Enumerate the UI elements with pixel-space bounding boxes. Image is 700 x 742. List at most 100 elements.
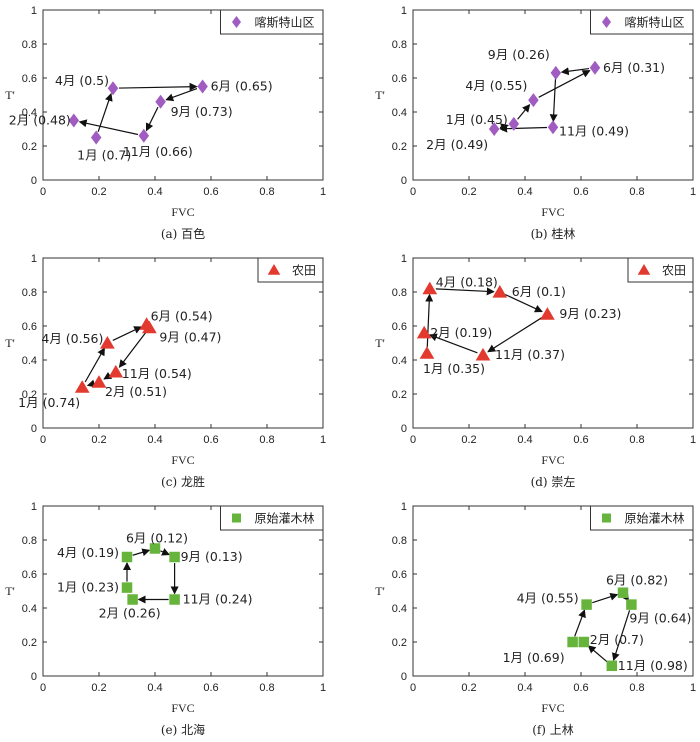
point-label: 6月 (0.1) [512, 284, 566, 299]
y-tick-label: 0.4 [392, 603, 407, 615]
panel-caption: (a) 百色 [161, 227, 205, 241]
data-point [108, 364, 124, 378]
y-tick-label: 0.6 [392, 73, 407, 85]
point-label: 4月 (0.55) [465, 78, 527, 93]
y-tick-label: 0.6 [22, 569, 37, 581]
y-tick-label: 0.6 [22, 73, 37, 85]
point-label: 6月 (0.65) [211, 79, 273, 94]
transition-arrow [517, 103, 531, 120]
x-tick-label: 0.2 [91, 186, 106, 198]
point-label: 2月 (0.51) [105, 384, 167, 399]
x-tick-label: 0.4 [147, 186, 162, 198]
legend-marker [267, 264, 281, 275]
data-point [90, 130, 102, 145]
data-point [508, 116, 520, 131]
legend: 农田 [627, 257, 694, 283]
point-label: 2月 (0.7) [590, 632, 644, 647]
transition-arrow [560, 67, 590, 76]
legend-marker [602, 16, 611, 28]
panel-4: 0 0.2 0.4 0.6 0.8 1 0 0.2 0.4 0.6 0.8 1 FVC T' (e) 北海 原… [5, 501, 326, 737]
data-point [121, 582, 133, 593]
y-axis-label: T' [5, 88, 15, 102]
panel-caption: (b) 桂林 [531, 226, 576, 241]
x-tick-label: 0.8 [629, 434, 644, 446]
x-tick-label: 0.4 [517, 434, 532, 446]
transition-arrow [538, 70, 591, 98]
panel-1: 0 0.2 0.4 0.6 0.8 1 0 0.2 0.4 0.6 0.8 1 FVC T' (b) 桂林 喀… [375, 5, 696, 241]
x-tick-label: 0 [410, 186, 416, 198]
y-tick-label: 0 [31, 671, 37, 683]
legend-label: 农田 [662, 264, 686, 278]
x-axis-label: FVC [541, 453, 564, 467]
x-tick-label: 0.4 [517, 186, 532, 198]
legend-box [627, 257, 694, 283]
data-point [416, 325, 432, 339]
transition-arrow [592, 592, 619, 604]
point-label: 4月 (0.56) [41, 331, 103, 346]
panel-2: 0 0.2 0.4 0.6 0.8 1 0 0.2 0.4 0.6 0.8 1 FVC T' (c) 龙胜 农… [5, 253, 326, 489]
y-tick-label: 1 [31, 5, 37, 17]
y-tick-label: 0.4 [22, 603, 37, 615]
y-tick-label: 0 [401, 423, 407, 435]
transition-arrow [118, 82, 198, 91]
x-tick-label: 0 [40, 682, 46, 694]
y-tick-label: 0.4 [22, 107, 37, 119]
legend: 农田 [257, 257, 324, 283]
data-point [127, 594, 138, 605]
transition-arrow [118, 332, 147, 368]
x-tick-label: 0.6 [573, 682, 588, 694]
x-tick-label: 0.4 [517, 682, 532, 694]
y-tick-label: 0 [401, 671, 407, 683]
x-tick-label: 0.6 [573, 186, 588, 198]
point-label: 2月 (0.49) [426, 137, 488, 152]
x-tick-label: 1 [320, 682, 326, 694]
data-point [550, 65, 562, 80]
y-tick-label: 1 [401, 5, 407, 17]
point-label: 4月 (0.18) [436, 275, 498, 290]
data-point [589, 60, 601, 75]
y-tick-label: 1 [401, 253, 407, 265]
data-point [197, 79, 208, 94]
data-point [68, 113, 80, 128]
legend-marker [232, 16, 241, 28]
x-axis-label: FVC [541, 701, 564, 715]
legend-marker [232, 513, 241, 523]
y-tick-label: 0.6 [392, 569, 407, 581]
x-tick-label: 0.8 [259, 186, 274, 198]
x-tick-label: 0.2 [461, 186, 476, 198]
x-tick-label: 0.6 [203, 434, 218, 446]
y-tick-label: 0.2 [392, 637, 407, 649]
data-point [547, 120, 559, 135]
y-tick-label: 0.2 [22, 637, 37, 649]
x-tick-label: 0.8 [259, 434, 274, 446]
point-label: 4月 (0.19) [57, 545, 119, 560]
point-label: 11月 (0.37) [495, 347, 565, 362]
legend-marker [637, 264, 651, 275]
y-axis-label: T' [375, 584, 385, 598]
plot-frame [42, 9, 324, 181]
point-label: 11月 (0.24) [183, 592, 253, 607]
transition-arrow [504, 293, 543, 313]
y-axis-label: T' [375, 88, 385, 102]
point-label: 9月 (0.47) [159, 330, 221, 345]
y-tick-label: 0.6 [392, 321, 407, 333]
data-point [107, 81, 119, 96]
data-point [100, 336, 115, 349]
point-label: 9月 (0.23) [559, 306, 621, 321]
panel-3: 0 0.2 0.4 0.6 0.8 1 0 0.2 0.4 0.6 0.8 1 FVC T' (d) 崇左 农… [375, 253, 696, 489]
plot-frame [42, 505, 324, 677]
data-point [617, 587, 629, 598]
data-point [138, 128, 150, 143]
data-point [475, 347, 491, 361]
legend-label: 农田 [292, 264, 316, 278]
data-point [169, 594, 180, 605]
point-label: 6月 (0.31) [603, 60, 665, 75]
x-tick-label: 0.6 [573, 434, 588, 446]
point-label: 6月 (0.82) [606, 573, 668, 588]
legend-label: 喀斯特山区 [255, 15, 315, 30]
point-label: 11月 (0.54) [122, 366, 192, 381]
y-tick-label: 0.8 [22, 535, 37, 547]
point-label: 1月 (0.7) [77, 148, 131, 163]
transition-arrow [425, 293, 434, 348]
